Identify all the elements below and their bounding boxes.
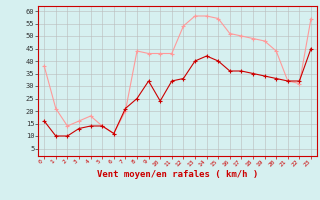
- X-axis label: Vent moyen/en rafales ( km/h ): Vent moyen/en rafales ( km/h ): [97, 170, 258, 179]
